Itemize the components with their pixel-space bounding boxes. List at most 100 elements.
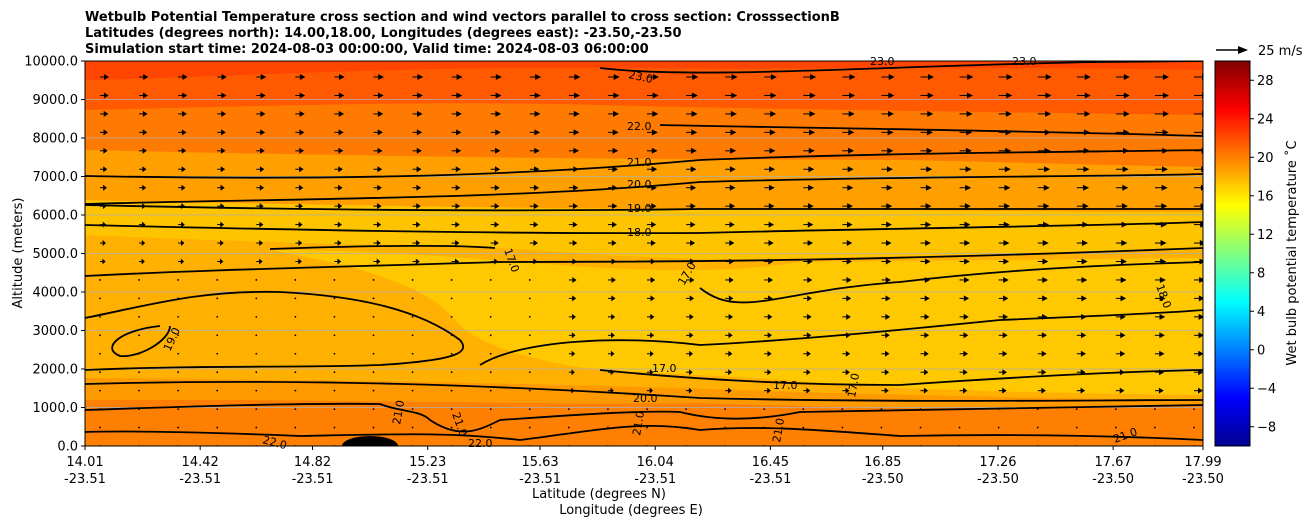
wind-vector: [963, 387, 968, 394]
wind-vector: [220, 147, 226, 154]
wind-vector: [963, 332, 969, 339]
wind-vector: [925, 203, 932, 210]
wind-vector: [1160, 240, 1167, 247]
wind-vector: [103, 110, 109, 117]
wind-vector: [1080, 387, 1086, 394]
wind-vector: [299, 129, 305, 136]
wind-vector: [1123, 74, 1130, 80]
wind-vector: [450, 426, 453, 429]
wind-vector: [333, 315, 336, 318]
wind-vector: [528, 315, 531, 318]
wind-vector: [1161, 184, 1168, 191]
wind-vector: [411, 315, 414, 318]
colorbar-tick-label: 20: [1257, 151, 1274, 166]
wind-vector: [885, 240, 892, 247]
wind-vector: [808, 147, 815, 154]
x-axis: 14.01 -23.51 14.42 -23.51 14.82 -23.51 15.23 -2…: [64, 446, 1224, 487]
wind-vector: [1002, 350, 1008, 357]
y-axis: 0.0 1000.0 2000.0 3000.0 4000.0 5000.0 6000.0 7…: [24, 55, 85, 455]
wind-vector: [138, 371, 140, 374]
wind-vector: [731, 92, 738, 99]
wind-vector: [1122, 184, 1129, 191]
wind-vector: [730, 110, 737, 117]
wind-vector: [610, 350, 615, 357]
quiver-key-label: 25 m/s: [1258, 44, 1303, 59]
wind-vector: [763, 408, 766, 410]
wind-vector: [333, 352, 336, 355]
wind-vector: [138, 315, 140, 318]
y-tick-label: 5000.0: [33, 247, 79, 262]
wind-vector: [611, 221, 617, 228]
wind-vector: [182, 92, 188, 99]
wind-vector: [142, 184, 147, 191]
wind-vector: [294, 352, 297, 355]
wind-vector: [651, 147, 658, 154]
wind-vector: [1200, 184, 1203, 191]
wind-vector: [377, 147, 383, 154]
x-tick-label-lon: -23.51: [179, 472, 221, 487]
wind-vector: [533, 240, 538, 247]
wind-vector: [1200, 203, 1203, 210]
wind-vector: [495, 74, 502, 80]
wind-vector: [1199, 240, 1203, 247]
wind-vector: [528, 279, 531, 281]
wind-vector: [652, 110, 659, 117]
contour-line-17: [479, 309, 1203, 366]
wind-vector: [846, 295, 852, 302]
wind-vector: [177, 426, 180, 429]
wind-vector: [255, 426, 258, 429]
x-tick-label-lon: -23.50: [977, 472, 1019, 487]
wind-vector: [450, 297, 453, 300]
contour-line-21: [85, 402, 1203, 433]
x-tick-label-lat: 17.26: [979, 455, 1016, 470]
wind-vector: [1158, 387, 1164, 394]
wind-vector: [456, 74, 463, 80]
wind-vector: [103, 129, 108, 136]
wind-vector: [924, 313, 930, 320]
wind-vector: [417, 110, 423, 117]
wind-vector: [337, 203, 343, 210]
wind-vector: [299, 110, 305, 117]
wind-vector: [963, 369, 968, 376]
x-tick-label-lat: 16.45: [752, 455, 789, 470]
colorbar-label: Wet bulb potential temperature ˚C: [1284, 140, 1300, 365]
wind-vector: [963, 295, 970, 302]
wind-vector: [99, 315, 101, 318]
wind-vector: [768, 203, 775, 210]
wind-vector: [1121, 240, 1128, 247]
wind-vector: [651, 166, 658, 173]
wind-vector: [533, 203, 539, 210]
wind-vector: [888, 74, 895, 80]
x-tick-label-lon: -23.51: [64, 472, 106, 487]
wind-vector: [1199, 276, 1203, 283]
wind-vector: [455, 203, 461, 210]
wind-vector: [138, 297, 140, 300]
wind-vector: [807, 203, 814, 210]
wind-vector: [885, 276, 891, 283]
wind-vector: [216, 426, 219, 429]
wind-vector: [177, 389, 180, 392]
wind-vector: [411, 389, 414, 392]
wind-vector: [338, 147, 344, 154]
wind-vector: [1120, 295, 1127, 302]
wind-vector: [963, 313, 969, 320]
wind-vector: [255, 352, 258, 355]
wind-vector: [455, 221, 460, 228]
wind-vector: [886, 184, 893, 191]
contour-line-18: [85, 221, 1203, 235]
wind-vector: [963, 350, 969, 357]
wind-vector: [534, 92, 541, 99]
contour-label: 17.0: [652, 362, 677, 375]
wind-vector: [925, 258, 931, 265]
wind-vector: [1041, 350, 1047, 357]
contour-label: 19.0: [627, 202, 652, 215]
x-tick-label-lon: -23.51: [407, 472, 449, 487]
wind-vector: [411, 426, 414, 429]
wind-vector: [689, 350, 694, 357]
wind-vector: [138, 389, 140, 392]
colorbar-tick-label: −4: [1257, 382, 1276, 397]
wind-vector: [1002, 387, 1007, 394]
wind-vector: [846, 221, 853, 228]
wind-vector: [220, 184, 225, 191]
wind-vector: [847, 184, 854, 191]
